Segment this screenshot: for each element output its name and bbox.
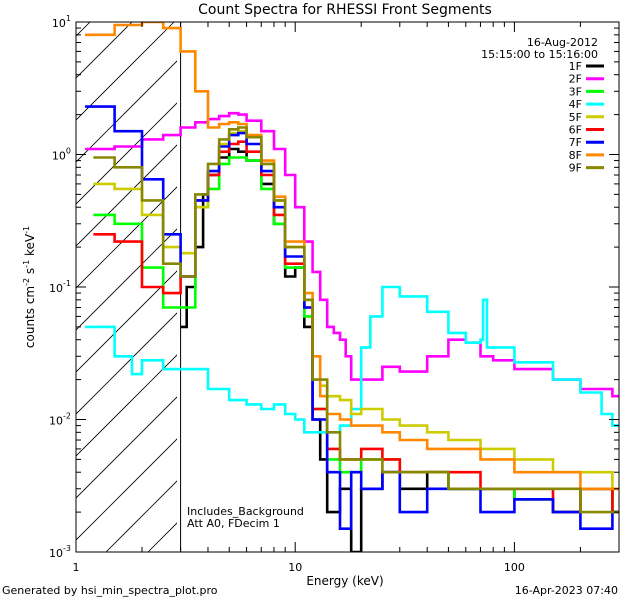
hatch-line xyxy=(76,312,177,415)
legend-date: 16-Aug-2012 xyxy=(527,36,598,49)
legend-label-4F: 4F xyxy=(569,98,582,111)
axis-ticks xyxy=(75,22,620,553)
footer-generator: Generated by hsi_min_spectra_plot.pro xyxy=(2,584,218,597)
hatch-line xyxy=(76,270,177,373)
hatch-line xyxy=(147,522,177,552)
legend-label-1F: 1F xyxy=(569,60,582,73)
x-tick-label: 10 xyxy=(288,561,302,574)
y-tick-label: 101 xyxy=(52,14,71,30)
hatch-line xyxy=(76,228,177,331)
x-tick-label: 100 xyxy=(504,561,525,574)
hatch-line xyxy=(316,0,640,552)
series-line-7F xyxy=(85,105,619,530)
series-line-8F xyxy=(85,22,619,491)
hatch-line xyxy=(76,186,177,289)
hatch-line xyxy=(0,0,78,552)
y-tick-label: 10-1 xyxy=(49,279,71,295)
annotation-background: Includes_Background xyxy=(187,505,304,518)
legend-label-5F: 5F xyxy=(569,111,582,124)
legend-label-7F: 7F xyxy=(569,136,582,149)
series-line-9F xyxy=(93,126,619,514)
hatch-line xyxy=(76,22,91,37)
x-axis-label: Energy (keV) xyxy=(306,574,383,588)
hatch-line xyxy=(484,0,640,552)
chart-title: Count Spectra for RHESSI Front Segments xyxy=(198,2,492,18)
legend-label-9F: 9F xyxy=(569,162,582,175)
hatch-line xyxy=(76,438,177,541)
hatch-line xyxy=(76,396,177,499)
y-axis-label: counts cm-2 s-1 keV-1 xyxy=(22,226,37,348)
hatch-line xyxy=(442,0,640,552)
hatch-line xyxy=(76,60,177,163)
hatch-line xyxy=(274,0,640,552)
series-line-5F xyxy=(93,129,619,491)
hatch-line xyxy=(610,0,640,552)
hatch-line xyxy=(76,354,177,457)
excluded-region-hatch xyxy=(0,0,640,552)
legend-label-3F: 3F xyxy=(569,85,582,98)
hatch-line xyxy=(526,0,640,552)
footer-timestamp: 16-Apr-2023 07:40 xyxy=(515,584,618,597)
series-line-6F xyxy=(93,140,619,514)
x-tick-label: 1 xyxy=(73,561,80,574)
series-line-2F xyxy=(85,111,619,398)
legend-label-6F: 6F xyxy=(569,124,582,137)
y-tick-labels: 10-3 10-2 10-1 100 101 xyxy=(49,14,71,560)
legend-time-range: 15:15:00 to 15:16:00 xyxy=(481,48,598,61)
hatch-line xyxy=(400,0,640,552)
hatch-line xyxy=(76,144,177,247)
hatch-line xyxy=(76,102,177,205)
x-tick-labels: 1 10 100 xyxy=(73,561,525,574)
series-group xyxy=(85,22,619,552)
annotation-attenuator: Att A0, FDecim 1 xyxy=(187,517,280,530)
legend-label-8F: 8F xyxy=(569,149,582,162)
legend-label-2F: 2F xyxy=(569,73,582,86)
y-tick-label: 10-3 xyxy=(49,544,71,560)
hatch-line xyxy=(76,22,175,121)
y-tick-label: 100 xyxy=(52,147,71,163)
y-tick-label: 10-2 xyxy=(49,412,71,428)
